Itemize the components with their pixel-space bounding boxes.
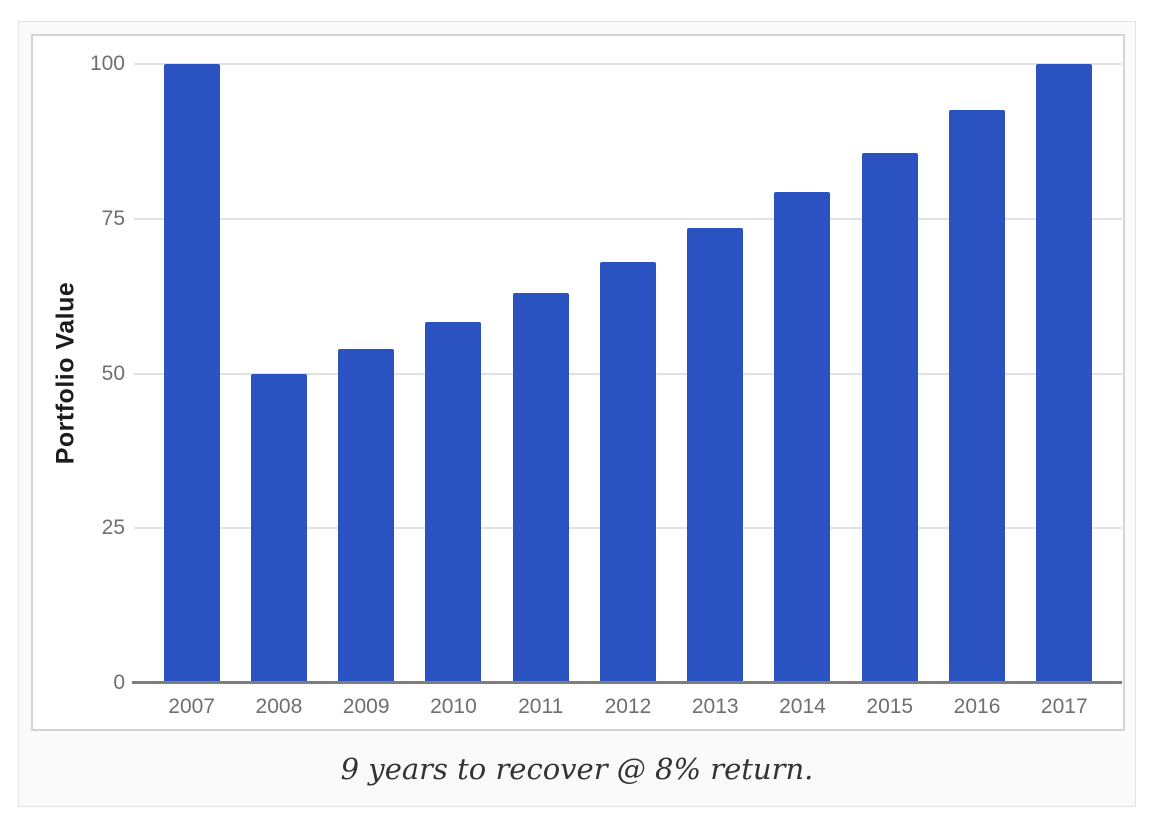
x-tick-label-2009: 2009 [342,695,390,718]
y-axis-tick-labels: 0 25 50 75 100 [33,52,125,694]
y-tick-label-0: 0 [113,671,125,694]
x-tick-label-2017: 2017 [1040,695,1088,718]
caption-area: 9 years to recover @ 8% return. [19,731,1135,807]
bar-slot [672,64,759,683]
bar-2007[interactable] [163,64,220,683]
x-tick-label-2011: 2011 [518,695,564,718]
chart-figure: Portfolio Value 0 25 50 75 100 2007 2008 2009 2… [18,21,1136,807]
bar-2010[interactable] [425,322,482,683]
x-tick-label-2008: 2008 [255,695,303,718]
bar-slot [148,64,235,683]
x-tick-label-2014: 2014 [779,695,826,718]
bar-2008[interactable] [250,373,307,683]
bar-slot [323,64,410,683]
x-tick-label-2012: 2012 [604,695,652,718]
y-tick-label-100: 100 [89,52,125,75]
bar-slot [933,64,1020,683]
chart-canvas: Portfolio Value 0 25 50 75 100 2007 2008 2009 2… [31,34,1125,731]
bar-2009[interactable] [338,348,395,683]
y-tick-label-50: 50 [101,361,125,385]
bar-2014[interactable] [774,191,831,683]
y-tick-label-75: 75 [101,206,125,230]
bar-slot [235,64,322,683]
bar-2017[interactable] [1036,64,1093,683]
bar-slot [584,64,671,683]
x-axis-tick-labels: 2007 2008 2009 2010 2011 2012 2013 2014 2015 2016… [134,692,1122,722]
bar-2015[interactable] [861,152,918,683]
y-tick-label-25: 25 [101,516,125,540]
bar-2013[interactable] [687,228,744,683]
bar-slot [846,64,933,683]
bar-2012[interactable] [599,261,656,683]
bar-slot [1021,64,1108,683]
bars-row [134,64,1122,683]
gridline-75 [134,217,1122,220]
bar-slot [410,64,497,683]
x-tick-label-2013: 2013 [691,695,739,718]
plot-area [132,63,1122,684]
x-tick-label-2007: 2007 [168,695,215,718]
bar-2011[interactable] [512,293,569,683]
chart-caption: 9 years to recover @ 8% return. [340,752,814,786]
x-tick-label-2015: 2015 [866,695,914,718]
x-tick-label-2010: 2010 [430,695,477,718]
gridline-100 [134,63,1122,65]
x-axis-line [132,681,1122,684]
bar-slot [759,64,846,683]
x-tick-label-2016: 2016 [953,695,1001,718]
bar-2016[interactable] [949,110,1006,683]
bar-slot [497,64,584,683]
